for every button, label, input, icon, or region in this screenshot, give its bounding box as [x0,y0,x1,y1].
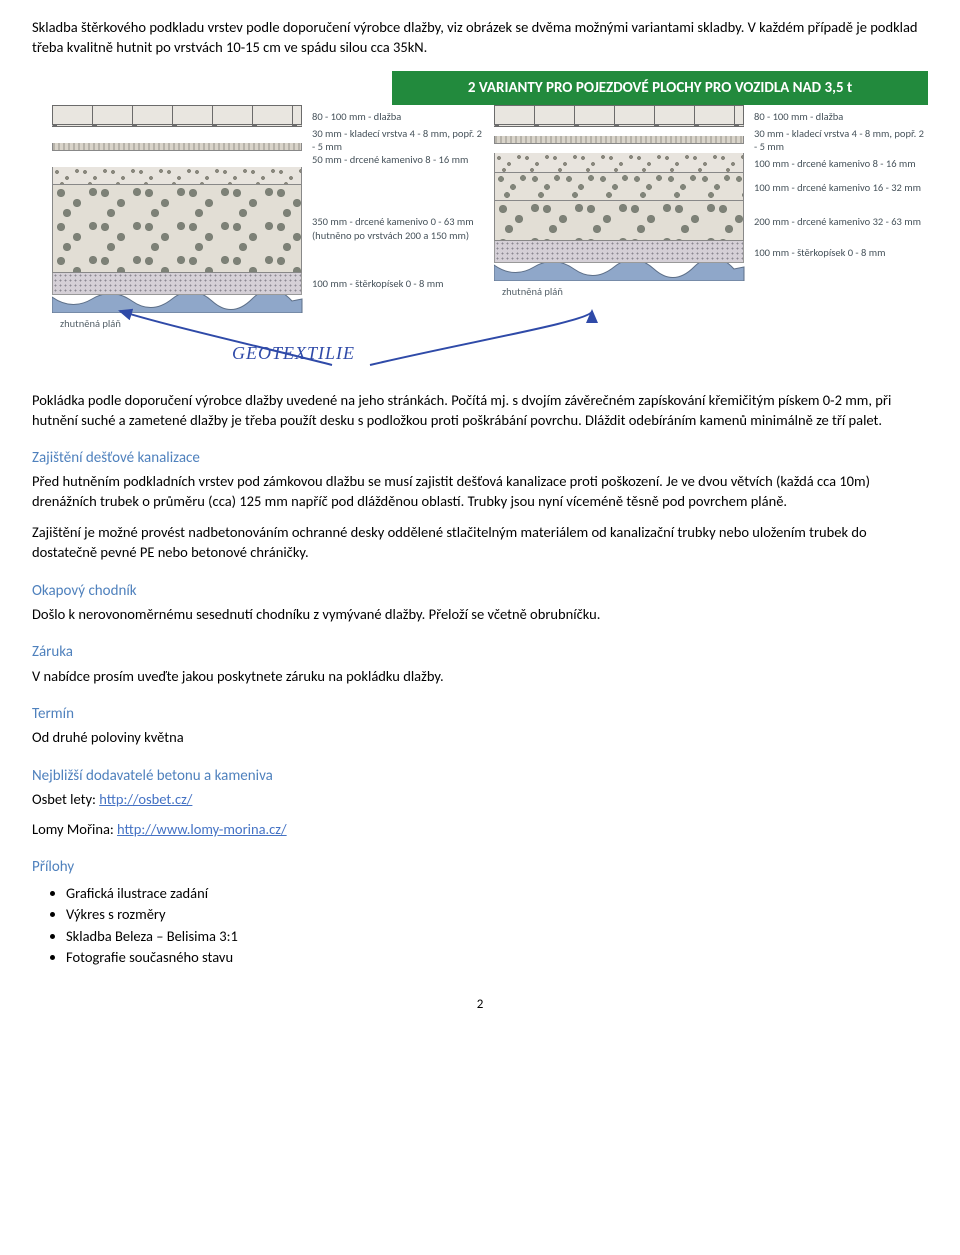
layer-block [494,136,744,144]
layer-diagram: 2 VARIANTY PRO POJEZDOVÉ PLOCHY PRO VOZI… [32,71,928,365]
zaruka-p: V nabídce prosím uveďte jakou poskytnete… [32,667,928,687]
prilohy-list: Grafická ilustrace zadáníVýkres s rozměr… [66,884,928,968]
layer-block [494,105,744,127]
layer-row: 80 - 100 mm - dlažba [52,105,486,127]
layer-block [494,241,744,263]
heading-drain: Zajištění dešťové kanalizace [32,448,928,468]
layer-row: 100 mm - štěrkopísek 0 - 8 mm [52,273,486,295]
supplier-morina-link[interactable]: http://www.lomy-morina.cz/ [117,820,287,838]
layer-label: 100 mm - drcené kamenivo 8 - 16 mm [754,157,928,170]
layer-row: 350 mm - drcené kamenivo 0 - 63 mm(hutně… [52,185,486,273]
supplier-osbet-line: Osbet lety: http://osbet.cz/ [32,790,928,810]
layer-block [494,173,744,201]
list-item: Skladba Beleza – Belisima 3:1 [66,927,928,947]
layer-label: 30 mm - kladecí vrstva 4 - 8 mm, popř. 2… [312,127,486,166]
intro-paragraph: Skladba štěrkového podkladu vrstev podle… [32,18,928,57]
layer-row: 100 mm - štěrkopísek 0 - 8 mm [494,241,928,263]
layer-label: 30 mm - kladecí vrstva 4 - 8 mm, popř. 2… [754,127,928,153]
layer-row [52,167,486,185]
subgrade-label: zhutněná pláň [502,285,928,299]
pokladka-paragraph: Pokládka podle doporučení výrobce dlažby… [32,391,928,430]
supplier-osbet-prefix: Osbet lety: [32,790,99,808]
list-item: Fotografie současného stavu [66,948,928,968]
layer-label: 200 mm - drcené kamenivo 32 - 63 mm [754,215,928,228]
list-item: Grafická ilustrace zadání [66,884,928,904]
heading-dodavatele: Nejbližší dodavatelé betonu a kameniva [32,766,928,786]
layer-label: 100 mm - štěrkopísek 0 - 8 mm [312,277,486,290]
layer-row: 100 mm - drcené kamenivo 16 - 32 mm [494,173,928,201]
diagram-variant-right: 80 - 100 mm - dlažba 30 mm - kladecí vrst… [494,105,928,299]
layer-row: 80 - 100 mm - dlažba [494,105,928,127]
supplier-morina-prefix: Lomy Mořina: [32,820,117,838]
page-number: 2 [32,996,928,1014]
supplier-morina-line: Lomy Mořina: http://www.lomy-morina.cz/ [32,820,928,840]
layer-block [52,167,302,185]
layer-label: 100 mm - štěrkopísek 0 - 8 mm [754,246,928,259]
heading-zaruka: Záruka [32,642,928,662]
heading-prilohy: Přílohy [32,857,928,877]
subgrade: zhutněná pláň [494,263,928,299]
termin-p: Od druhé poloviny května [32,728,928,748]
layer-block [52,143,302,151]
drain-p1: Před hutněním podkladních vrstev pod zám… [32,472,928,511]
layer-label: 80 - 100 mm - dlažba [312,110,486,123]
layer-row: 30 mm - kladecí vrstva 4 - 8 mm, popř. 2… [494,127,928,153]
layer-block [494,201,744,241]
heading-termin: Termín [32,704,928,724]
drain-p2: Zajištění je možné provést nadbetonování… [32,523,928,562]
okap-p: Došlo k nerovonoměrnému sesednutí chodní… [32,605,928,625]
list-item: Výkres s rozměry [66,905,928,925]
layer-label: 80 - 100 mm - dlažba [754,110,928,123]
supplier-osbet-link[interactable]: http://osbet.cz/ [99,790,192,808]
layer-label: 100 mm - drcené kamenivo 16 - 32 mm [754,181,928,194]
layer-row: 30 mm - kladecí vrstva 4 - 8 mm, popř. 2… [52,127,486,166]
layer-block [52,185,302,273]
layer-label: 350 mm - drcené kamenivo 0 - 63 mm(hutně… [312,215,486,241]
layer-row: 100 mm - drcené kamenivo 8 - 16 mm [494,153,928,173]
layer-block [494,153,744,173]
diagram-banner: 2 VARIANTY PRO POJEZDOVÉ PLOCHY PRO VOZI… [392,71,928,105]
heading-okap: Okapový chodník [32,581,928,601]
diagram-variant-left: 80 - 100 mm - dlažba 30 mm - kladecí vrst… [52,105,486,331]
layer-block [52,105,302,127]
layer-block [52,273,302,295]
layer-row: 200 mm - drcené kamenivo 32 - 63 mm [494,201,928,241]
